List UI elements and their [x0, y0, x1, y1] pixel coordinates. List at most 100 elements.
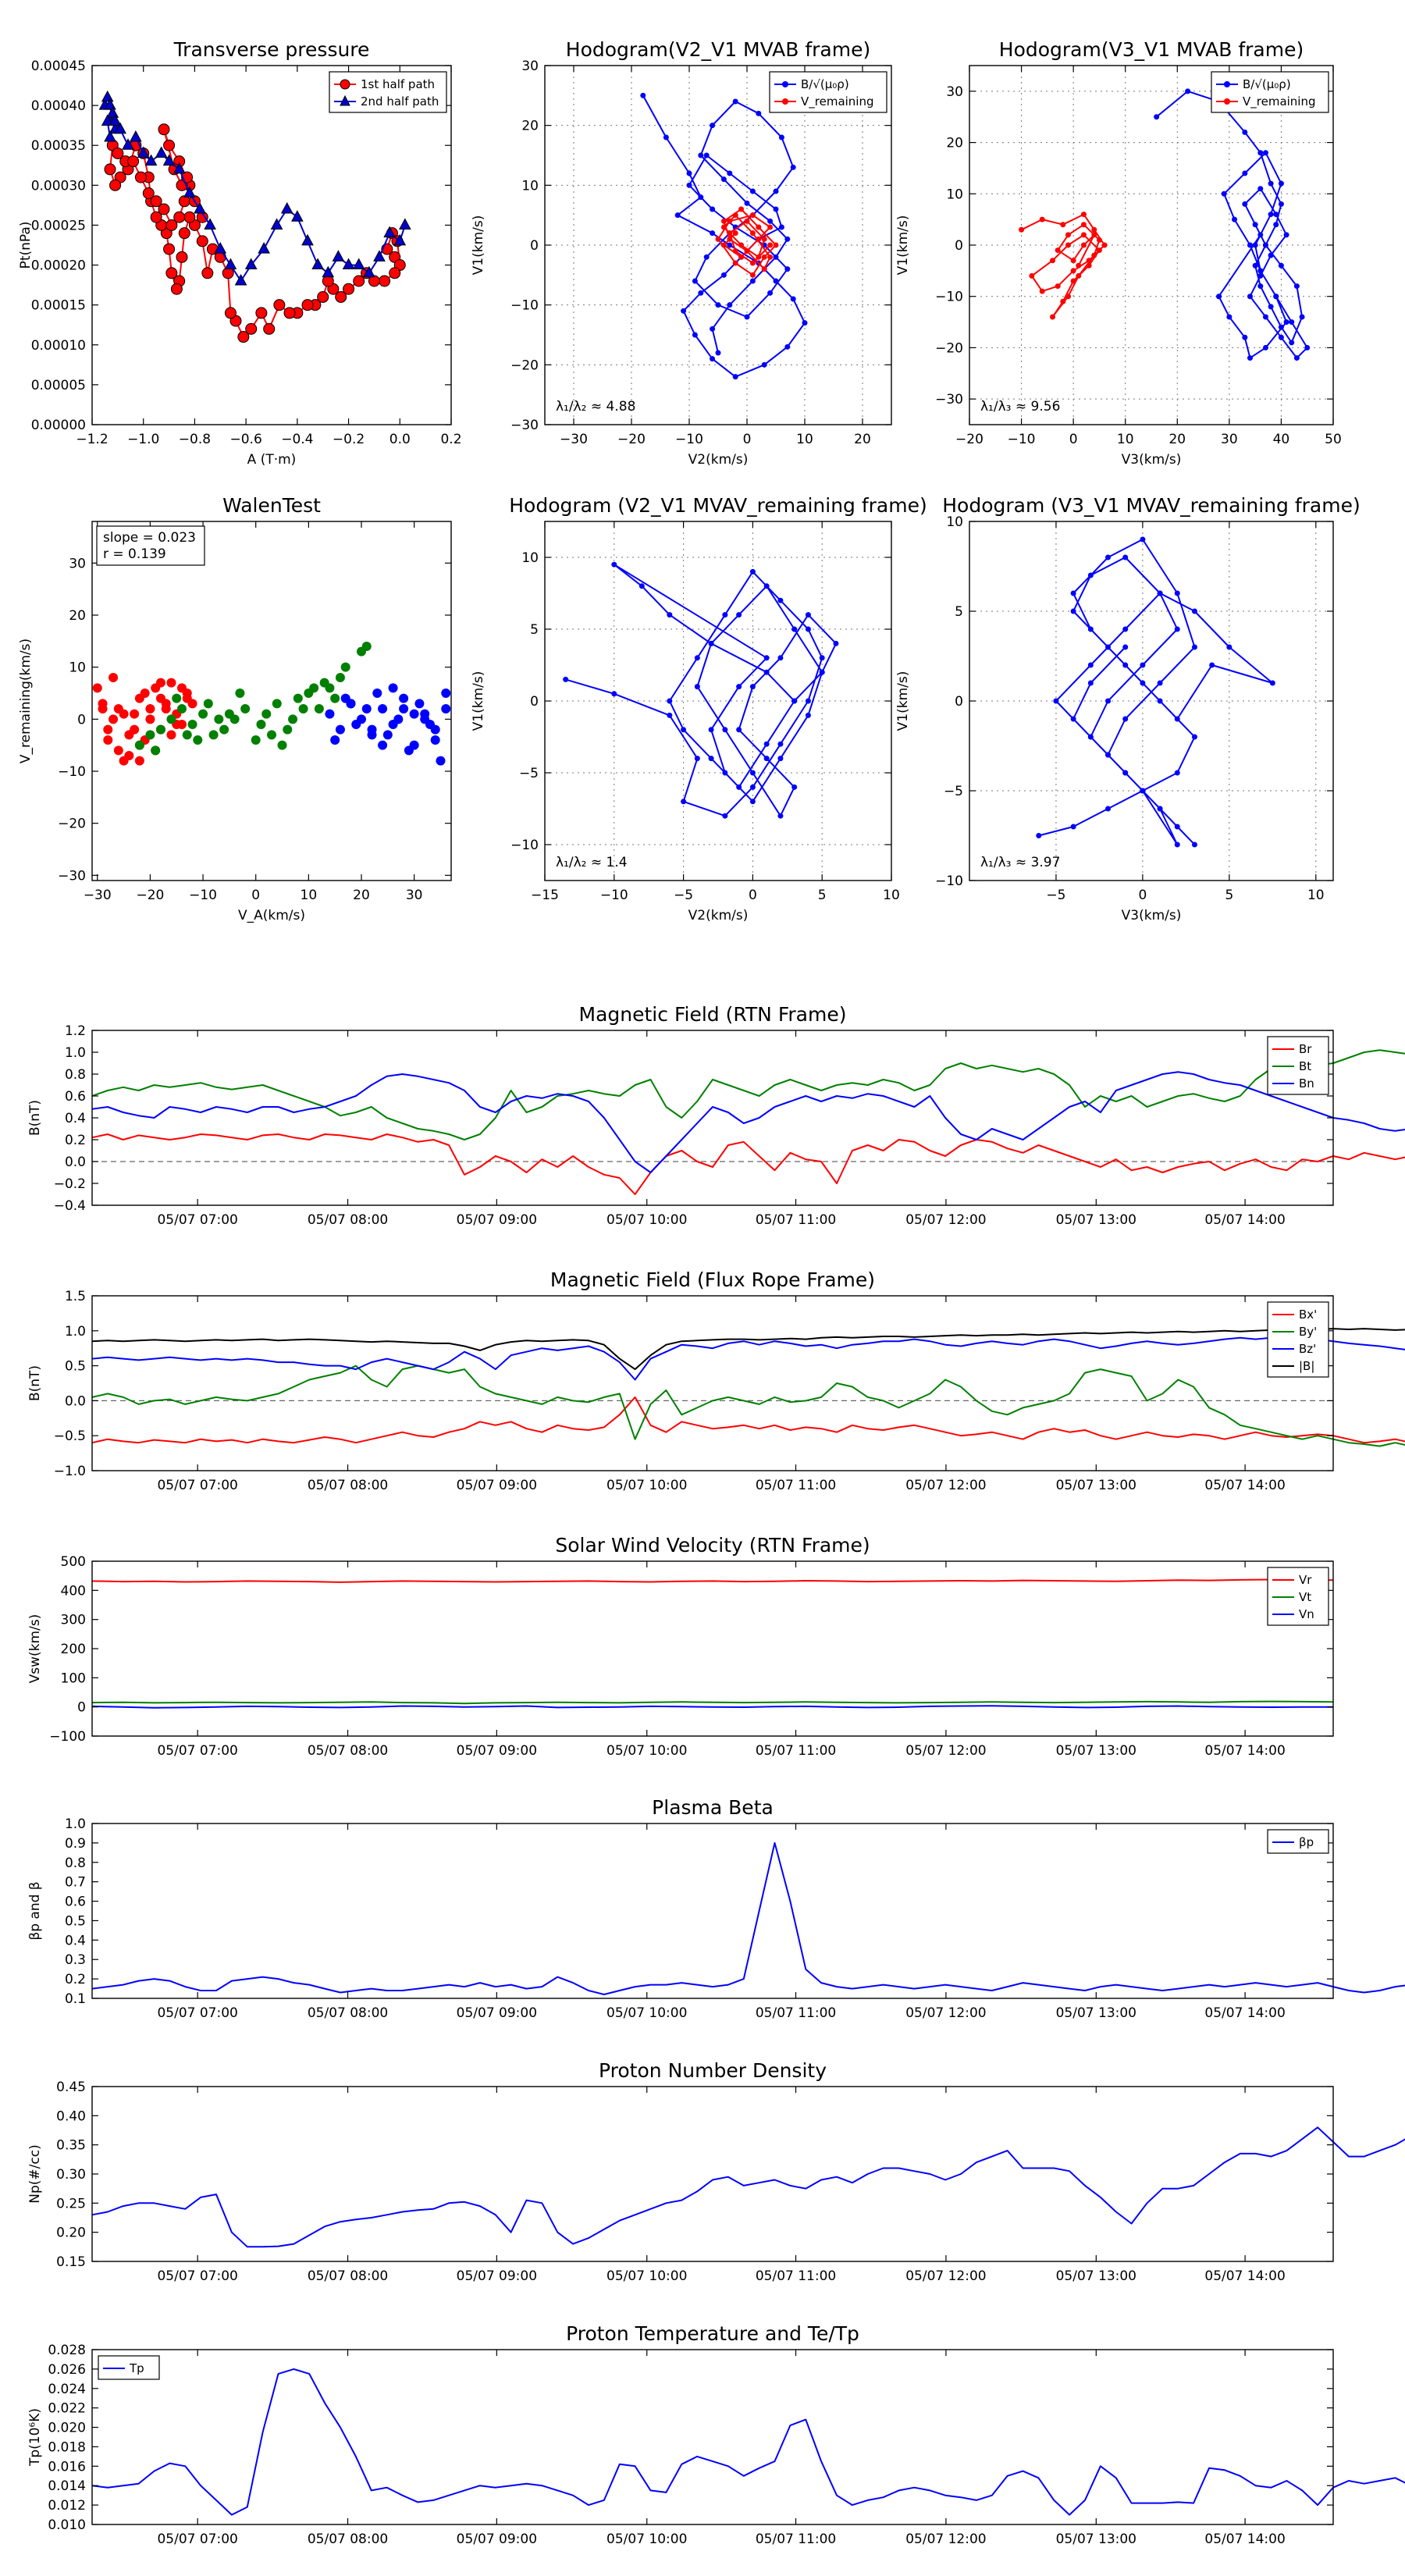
data-point	[777, 597, 784, 603]
chart-title: WalenTest	[222, 494, 321, 517]
series-line	[91, 1071, 1405, 1173]
data-point	[710, 206, 716, 212]
x-tick-label: 20	[353, 888, 370, 903]
data-point	[749, 212, 756, 219]
y-tick-label: 0.00045	[31, 59, 86, 74]
y-tick-label: 0.5	[65, 1913, 86, 1929]
y-tick-label: 0.022	[48, 2401, 86, 2417]
data-point	[698, 290, 704, 296]
data-point	[715, 350, 721, 356]
scatter-point	[172, 693, 182, 703]
y-tick-label: 0.20	[56, 2226, 86, 2241]
data-point	[720, 242, 727, 248]
x-tick-label: −0.8	[179, 432, 211, 447]
data-point	[727, 170, 733, 176]
x-tick-label: −1.2	[76, 432, 108, 447]
data-point	[777, 655, 784, 661]
data-point	[1105, 554, 1112, 560]
data-point	[1091, 252, 1097, 258]
series-1	[134, 642, 372, 756]
data-point	[722, 727, 728, 733]
data-point	[744, 200, 750, 206]
legend: B/√(μ₀ρ) V_remaining	[769, 71, 887, 113]
scatter-point	[361, 704, 372, 713]
data-point	[155, 146, 168, 158]
x-tick-label: −10	[189, 888, 217, 903]
legend-box	[769, 71, 887, 113]
x-tick-label: 05/07 07:00	[157, 2005, 237, 2021]
data-point	[224, 307, 237, 319]
x-axis-label: V_A(km/s)	[238, 908, 305, 923]
data-point	[1070, 716, 1076, 722]
data-point	[162, 154, 176, 166]
data-point	[722, 770, 728, 776]
data-point	[142, 187, 155, 200]
scatter-point	[145, 704, 155, 713]
x-axis-label: V3(km/s)	[1122, 908, 1182, 923]
x-tick-label: 05/07 12:00	[905, 2268, 986, 2284]
scatter-point	[340, 662, 350, 672]
data-point	[1242, 129, 1248, 135]
y-tick-label: 0.00005	[31, 378, 86, 393]
data-point	[137, 146, 150, 158]
data-point	[1257, 232, 1264, 238]
x-tick-label: 05/07 09:00	[457, 1743, 537, 1759]
data-point	[1157, 680, 1163, 686]
x-tick-label: −0.2	[333, 432, 365, 447]
data-point	[183, 211, 196, 223]
scatter-point	[240, 704, 251, 713]
x-axis-label: V2(km/s)	[688, 452, 749, 468]
data-point	[756, 224, 762, 230]
legend-entry: βp	[1299, 1835, 1314, 1849]
data-point	[732, 212, 738, 219]
data-point	[1087, 572, 1094, 578]
scatter-point	[155, 724, 165, 735]
data-point	[342, 258, 355, 270]
data-point	[196, 235, 208, 247]
y-tick-label: 500	[61, 1554, 86, 1570]
series-βp	[91, 1841, 1405, 1995]
scatter-point	[235, 688, 245, 698]
scatter-point	[319, 678, 329, 688]
data-point	[761, 254, 767, 260]
data-point	[749, 568, 756, 575]
data-point	[744, 218, 750, 224]
plot-frame	[91, 65, 452, 425]
data-point	[767, 290, 774, 296]
y-tick-label: 0.00020	[31, 258, 86, 274]
data-point	[280, 201, 293, 214]
data-point	[708, 727, 714, 733]
data-point	[1101, 242, 1108, 248]
data-point	[214, 242, 227, 254]
data-point	[1122, 770, 1129, 776]
y-tick-label: 0.026	[48, 2362, 86, 2378]
series-0	[91, 2126, 1405, 2248]
y-tick-label: 0.00015	[31, 298, 86, 314]
y-tick-label: 20	[521, 119, 539, 134]
y-tick-label: 0.00030	[31, 178, 86, 194]
stats-box	[96, 525, 205, 566]
data-point	[1050, 314, 1056, 320]
y-tick-label: 0.4	[65, 1933, 86, 1948]
x-tick-label: 05/07 13:00	[1056, 1743, 1136, 1759]
data-point	[389, 267, 401, 279]
x-tick-label: −30	[560, 432, 588, 447]
data-point	[317, 290, 329, 303]
data-point	[1154, 114, 1160, 120]
y-tick-label: −1.0	[54, 1464, 86, 1479]
data-point	[158, 123, 170, 136]
data-point	[1065, 242, 1071, 248]
y-tick-label: 0.9	[65, 1836, 86, 1852]
data-point	[273, 299, 286, 311]
x-tick-label: −10	[675, 432, 703, 447]
series-line	[91, 1841, 1405, 1995]
x-tick-label: −10	[600, 888, 628, 903]
data-point	[1226, 314, 1232, 320]
data-point	[244, 258, 258, 270]
legend-entry: Br	[1299, 1042, 1312, 1056]
x-tick-label: 20	[1168, 432, 1186, 447]
scatter-point	[203, 699, 213, 709]
data-point	[1086, 258, 1092, 264]
y-tick-label: −10	[935, 873, 963, 889]
legend-entry: Vt	[1299, 1590, 1311, 1604]
